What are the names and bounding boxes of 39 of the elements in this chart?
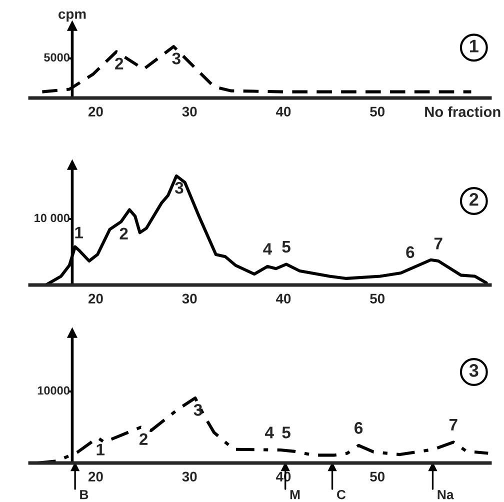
x-tick-label: 50 [370,106,385,117]
ref-line-label: Na [438,490,454,500]
ref-line-label: M [290,490,300,500]
text: 3 [469,364,478,377]
annotation: 2 [120,228,128,240]
annotation: 2 [139,433,148,445]
ref-line-label: C [336,490,346,500]
x-tick-label: 40 [276,294,291,304]
x-tick-label: 20 [88,472,103,482]
text: 10000 [38,386,70,395]
x-tick-label: 20 [88,106,103,117]
annotation: 1 [96,444,105,456]
annotation: 7 [434,238,442,250]
x-axis-title: No fraction [425,106,500,118]
annotation: 5000 [44,53,70,62]
annotation: 6 [406,246,414,258]
annotation: 5 [282,426,290,438]
annotation: 1 [75,226,83,238]
x-tick-label: 50 [370,294,385,304]
annotation: 2 [470,193,478,206]
annotation: 3 [172,52,180,64]
annotation: 3 [194,404,202,416]
annotation: 3 [174,182,184,194]
annotation: 4 [263,243,272,255]
x-tick-label: 20 [88,294,103,304]
x-tick-label: 30 [182,472,197,482]
x-tick-label: 40 [276,106,291,117]
annotation: 7 [449,418,458,430]
annotation: 10 000 [34,214,70,222]
x-tick-label: 30 [182,106,197,117]
annotation: 6 [354,422,363,434]
x-tick-label: 30 [182,294,197,304]
annotation: 2 [115,58,124,70]
ref-line-label: B [80,490,88,500]
annotation: 4 [265,426,274,438]
y-axis-title: cpm [58,11,86,22]
x-tick-label: 50 [370,472,385,482]
annotation: 1 [470,40,478,52]
annotation: 5 [282,241,290,253]
